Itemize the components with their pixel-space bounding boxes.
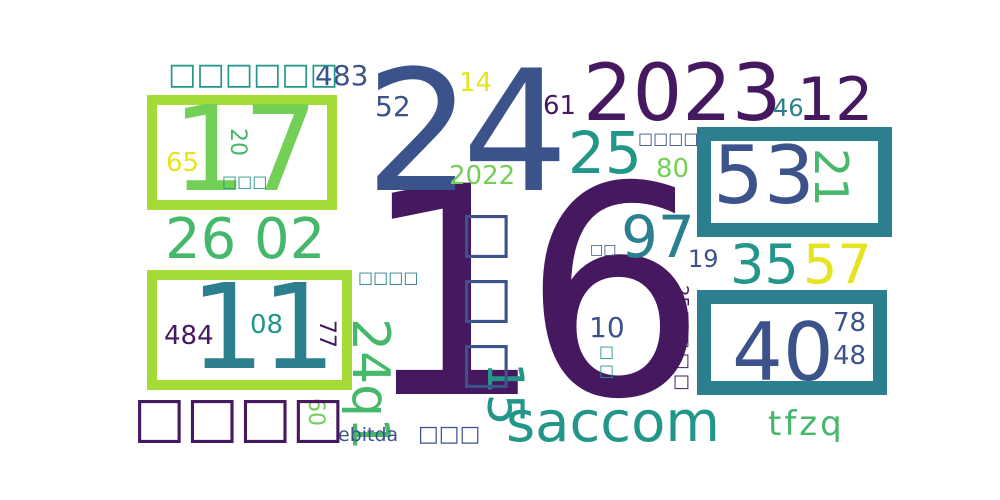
word-21: 21 [804, 148, 858, 207]
cjk-small-4b: □□□□ [358, 268, 419, 287]
cjk-bottom-4: □□□□ [133, 385, 345, 450]
word-16: 16 [360, 126, 707, 463]
word-61: 61 [543, 91, 577, 121]
cjk-vertical-2b: □□ [597, 342, 616, 380]
word-52: 52 [375, 90, 411, 123]
cjk-top-6: □□□□□□ [168, 57, 339, 92]
word-15: 15 [476, 362, 534, 426]
word-10: 10 [589, 311, 625, 344]
word-2022: 2022 [449, 161, 516, 191]
word-53: 53 [713, 129, 815, 222]
cjk-small-4a: □□□□ [638, 129, 699, 148]
word-46: 46 [773, 94, 804, 122]
word-saccom: saccom [506, 390, 720, 455]
word-2023: 2023 [583, 49, 782, 139]
word-77: 77 [314, 320, 339, 348]
frame-11 [147, 270, 352, 390]
cjk-vertical-3: □□□ [454, 200, 519, 395]
word-80: 80 [656, 154, 690, 184]
word-14: 14 [459, 68, 493, 98]
word-60: 60 [303, 398, 328, 426]
word-19: 19 [688, 245, 719, 273]
word-483: 483 [315, 59, 369, 92]
word-08: 08 [250, 310, 284, 340]
word-25: 25 [568, 119, 642, 187]
word-20: 20 [225, 128, 250, 156]
cjk-small-3b: □□□ [418, 422, 481, 447]
word-40: 40 [732, 306, 834, 399]
frame-53 [697, 127, 892, 237]
word-tfzq: tfzq [768, 404, 845, 444]
frame-40 [697, 290, 887, 395]
word-57: 57 [803, 233, 872, 296]
word-ebitda: ebitda [338, 424, 399, 446]
cjk-small-2a: □□ [590, 242, 617, 258]
cjk-small-3a: □□□ [222, 172, 268, 191]
word-26-02: 26 02 [165, 207, 326, 272]
word-97: 97 [621, 203, 695, 271]
word-11: 11 [190, 258, 336, 396]
cjk-25-vertical: 25□□□□ [671, 285, 692, 392]
word-24q1: 24q1 [340, 318, 400, 451]
word-35: 35 [730, 233, 799, 296]
frame-17 [147, 95, 337, 210]
word-12: 12 [797, 65, 874, 135]
word-48: 48 [833, 341, 867, 371]
word-484: 484 [164, 321, 214, 351]
word-65: 65 [166, 148, 200, 178]
word-17: 17 [172, 80, 318, 218]
word-78: 78 [833, 308, 867, 338]
word-24: 24 [365, 34, 569, 230]
